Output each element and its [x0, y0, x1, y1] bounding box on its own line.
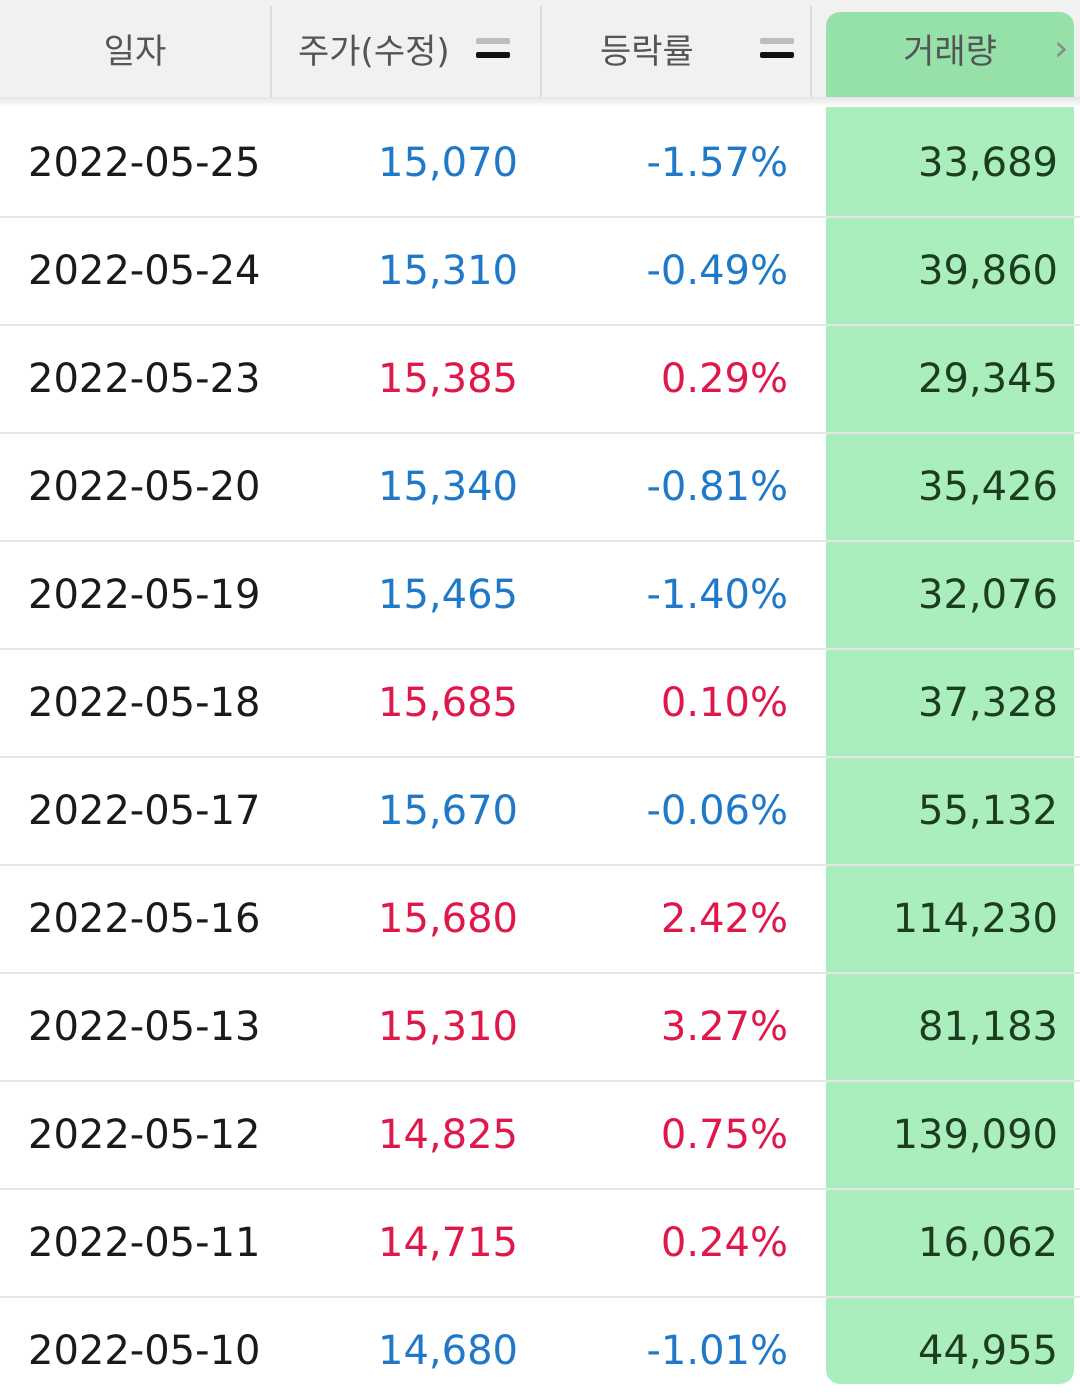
header-rate[interactable]: 등락률	[542, 0, 810, 97]
row-date: 2022-05-13	[28, 1004, 261, 1050]
header-date-label: 일자	[103, 32, 167, 72]
row-volume: 29,345	[918, 356, 1058, 402]
row-volume: 35,426	[918, 464, 1058, 510]
header-price[interactable]: 주가(수정)	[272, 0, 540, 97]
price-sort-icon[interactable]	[476, 38, 510, 60]
row-volume: 114,230	[892, 896, 1058, 942]
row-rate: 3.27%	[660, 1004, 788, 1050]
header-volume[interactable]: 거래량	[826, 0, 1074, 97]
row-volume: 37,328	[918, 680, 1058, 726]
table-row[interactable]: 2022-05-16 15,680 2.42% 114,230	[0, 866, 1080, 974]
row-date: 2022-05-20	[28, 464, 261, 510]
row-date: 2022-05-12	[28, 1112, 261, 1158]
row-price: 15,310	[378, 1004, 518, 1050]
row-price: 15,680	[378, 896, 518, 942]
table-row[interactable]: 2022-05-24 15,310 -0.49% 39,860	[0, 218, 1080, 326]
table-row[interactable]: 2022-05-19 15,465 -1.40% 32,076	[0, 542, 1080, 650]
header-rate-label: 등락률	[600, 32, 694, 72]
header-divider	[540, 6, 542, 97]
row-volume: 39,860	[918, 248, 1058, 294]
row-date: 2022-05-19	[28, 572, 261, 618]
header-divider	[270, 6, 272, 97]
row-volume: 32,076	[918, 572, 1058, 618]
row-rate: 2.42%	[660, 896, 788, 942]
row-price: 15,685	[378, 680, 518, 726]
table-row[interactable]: 2022-05-20 15,340 -0.81% 35,426	[0, 434, 1080, 542]
row-date: 2022-05-24	[28, 248, 261, 294]
header-price-label: 주가(수정)	[298, 32, 450, 72]
data-rows: 2022-05-25 15,070 -1.57% 33,689 2022-05-24 15…	[0, 110, 1080, 1395]
row-rate: -0.49%	[646, 248, 788, 294]
header-date[interactable]: 일자	[0, 0, 270, 97]
row-price: 15,670	[378, 788, 518, 834]
row-price: 14,715	[378, 1220, 518, 1266]
row-rate: 0.75%	[660, 1112, 788, 1158]
row-rate: 0.24%	[660, 1220, 788, 1266]
row-price: 15,070	[378, 140, 518, 186]
row-volume: 44,955	[918, 1328, 1058, 1374]
row-date: 2022-05-17	[28, 788, 261, 834]
table-row[interactable]: 2022-05-10 14,680 -1.01% 44,955	[0, 1298, 1080, 1395]
row-volume: 16,062	[918, 1220, 1058, 1266]
row-volume: 33,689	[918, 140, 1058, 186]
table-row[interactable]: 2022-05-23 15,385 0.29% 29,345	[0, 326, 1080, 434]
row-date: 2022-05-23	[28, 356, 261, 402]
chevron-right-icon[interactable]: ›	[1054, 28, 1069, 69]
row-rate: 0.10%	[660, 680, 788, 726]
row-rate: -1.01%	[646, 1328, 788, 1374]
table-row[interactable]: 2022-05-13 15,310 3.27% 81,183	[0, 974, 1080, 1082]
row-date: 2022-05-16	[28, 896, 261, 942]
row-price: 15,310	[378, 248, 518, 294]
table-row[interactable]: 2022-05-17 15,670 -0.06% 55,132	[0, 758, 1080, 866]
row-rate: 0.29%	[660, 356, 788, 402]
header-divider	[810, 6, 812, 97]
volume-header-highlight	[826, 12, 1074, 97]
row-price: 15,385	[378, 356, 518, 402]
row-rate: -0.06%	[646, 788, 788, 834]
row-volume: 139,090	[892, 1112, 1058, 1158]
table-row[interactable]: 2022-05-11 14,715 0.24% 16,062	[0, 1190, 1080, 1298]
row-volume: 81,183	[918, 1004, 1058, 1050]
row-price: 14,825	[378, 1112, 518, 1158]
table-row[interactable]: 2022-05-25 15,070 -1.57% 33,689	[0, 110, 1080, 218]
header-volume-label: 거래량	[903, 32, 997, 72]
row-price: 15,465	[378, 572, 518, 618]
row-rate: -0.81%	[646, 464, 788, 510]
row-date: 2022-05-10	[28, 1328, 261, 1374]
row-date: 2022-05-25	[28, 140, 261, 186]
row-rate: -1.57%	[646, 140, 788, 186]
row-date: 2022-05-11	[28, 1220, 261, 1266]
rate-sort-icon[interactable]	[760, 38, 794, 60]
row-price: 15,340	[378, 464, 518, 510]
header-shadow	[0, 97, 1080, 107]
row-date: 2022-05-18	[28, 680, 261, 726]
row-price: 14,680	[378, 1328, 518, 1374]
row-rate: -1.40%	[646, 572, 788, 618]
row-volume: 55,132	[918, 788, 1058, 834]
volume-column-highlight	[826, 12, 1074, 1384]
table-row[interactable]: 2022-05-18 15,685 0.10% 37,328	[0, 650, 1080, 758]
table-row[interactable]: 2022-05-12 14,825 0.75% 139,090	[0, 1082, 1080, 1190]
